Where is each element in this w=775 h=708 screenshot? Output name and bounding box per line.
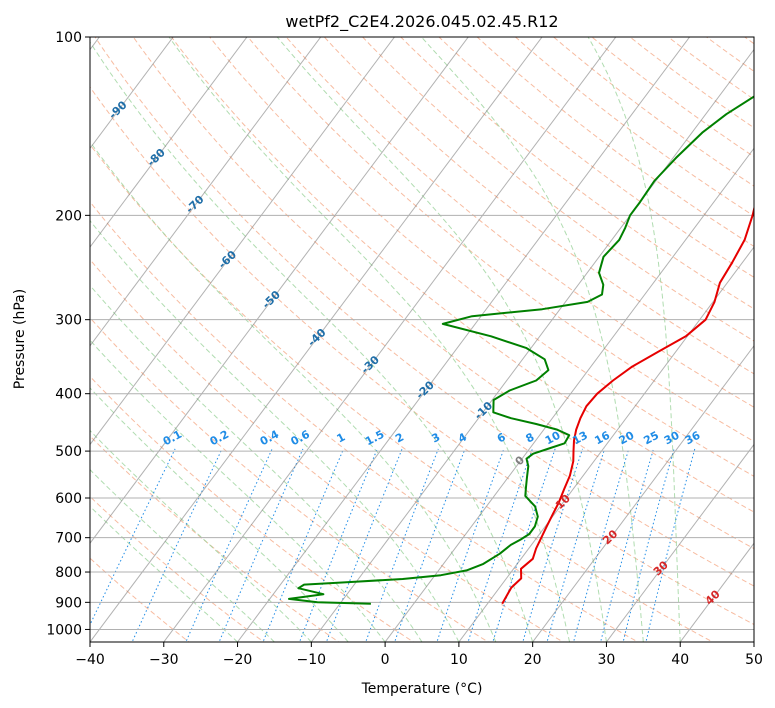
- isotherm-line: [90, 37, 174, 150]
- dry-adiabat-line: [90, 375, 415, 642]
- isotherm-line: [163, 37, 617, 642]
- x-tick-label: 50: [745, 652, 763, 668]
- moist-adiabat-line: [90, 41, 534, 642]
- chart-title: wetPf2_C2E4.2026.045.02.45.R12: [285, 12, 558, 32]
- y-tick-label: 1000: [46, 622, 82, 638]
- mixing-ratio-line: [600, 448, 654, 642]
- mixing-ratio-line: [325, 448, 403, 642]
- pressure-gridlines: [90, 37, 754, 630]
- mixing-ratio-label: 16: [592, 429, 612, 448]
- x-tick-label: −10: [297, 652, 327, 668]
- isotherm-line: [236, 37, 691, 642]
- y-tick-label: 300: [55, 313, 82, 329]
- moist-adiabat-line: [90, 140, 497, 642]
- mixing-ratio-lines: [90, 448, 696, 642]
- x-axis-label: Temperature (°C): [361, 681, 483, 697]
- dry-adiabat-line: [361, 37, 754, 342]
- dry-adiabat-line: [552, 37, 754, 187]
- y-axis-label: Pressure (hPa): [12, 289, 28, 389]
- mixing-ratio-line: [645, 448, 696, 642]
- moist-adiabat-line: [90, 219, 460, 642]
- isotherm-line: [90, 37, 322, 347]
- x-tick-label: 20: [524, 652, 542, 668]
- mixing-ratio-label: 25: [641, 429, 661, 448]
- dry-adiabat-line: [90, 495, 265, 642]
- dry-adiabat-line: [132, 37, 754, 550]
- mixing-ratio-label: 20: [617, 429, 637, 448]
- plot-frame: [89, 36, 755, 643]
- isotherms: [90, 37, 754, 642]
- mixing-ratio-line: [90, 448, 176, 626]
- mixing-ratio-line: [298, 448, 378, 642]
- y-tick-label: 800: [55, 565, 82, 581]
- y-tick-label: 600: [55, 491, 82, 507]
- y-axis: 1000 900 800 700 600 500 400 300 200 100: [46, 30, 90, 638]
- dry-adiabat-line: [90, 201, 639, 642]
- mixing-ratio-line: [573, 448, 630, 642]
- x-tick-label: 40: [671, 652, 689, 668]
- x-tick-label: 30: [598, 652, 616, 668]
- dewpoint-profile-line: [288, 95, 754, 605]
- dry-adiabat-line: [323, 37, 754, 375]
- moist-adiabat-line: [276, 37, 607, 642]
- isotherm-line: [532, 344, 754, 642]
- mixing-ratio-line: [262, 448, 344, 642]
- dry-adiabat-line: [285, 37, 754, 408]
- mixing-ratio-line: [218, 448, 304, 642]
- dry-adiabat-line: [90, 143, 714, 642]
- isotherm-line: [605, 443, 754, 642]
- mixing-ratio-line: [365, 448, 439, 642]
- y-tick-label: 500: [55, 444, 82, 460]
- isotherm-line: [90, 37, 469, 545]
- isotherm-line: [384, 147, 754, 642]
- y-tick-label: 200: [55, 208, 82, 224]
- mixing-ratio-line: [394, 448, 466, 642]
- mixing-ratio-label: 13: [570, 429, 590, 448]
- profile-series: [288, 95, 754, 605]
- mixing-ratio-label: 30: [662, 429, 682, 448]
- isotherm-line: [90, 37, 248, 248]
- dry-adiabat-line: [476, 37, 754, 248]
- dry-adiabat-line: [170, 37, 754, 513]
- x-tick-label: −30: [149, 652, 179, 668]
- moist-adiabat-line: [168, 37, 571, 642]
- moist-adiabat-line: [90, 468, 275, 642]
- y-tick-label: 900: [55, 595, 82, 611]
- moist-adiabat-line: [421, 37, 644, 642]
- mixing-ratio-label: 36: [683, 429, 703, 448]
- mixing-ratio-line: [622, 448, 675, 642]
- temperature-profile-line: [501, 204, 754, 605]
- y-tick-label: 700: [55, 531, 82, 547]
- y-tick-label: 100: [55, 30, 82, 46]
- isotherm-line: [90, 37, 543, 642]
- x-axis: −40 −30 −20 −10 0 10 20 30 40 50: [75, 642, 763, 668]
- x-tick-label: −20: [223, 652, 253, 668]
- dry-adiabat-line: [247, 37, 754, 442]
- mixing-ratio-label: 10: [543, 429, 563, 448]
- mixing-ratio-line: [436, 448, 505, 642]
- dry-adiabat-line: [591, 37, 754, 158]
- x-tick-label: 10: [450, 652, 468, 668]
- isotherm-line: [90, 37, 396, 446]
- x-tick-label: −40: [75, 652, 105, 668]
- dry-adiabat-line: [94, 37, 754, 587]
- dry-adiabat-line: [209, 37, 754, 477]
- x-tick-label: 0: [381, 652, 390, 668]
- y-tick-label: 400: [55, 387, 82, 403]
- moist-adiabat-line: [90, 284, 423, 642]
- isotherm-line: [458, 246, 754, 642]
- moist-adiabats: [90, 37, 681, 642]
- moist-adiabat-line: [90, 387, 349, 642]
- isotherm-line: [310, 48, 754, 642]
- dry-adiabat-line: [400, 37, 754, 310]
- moist-adiabat-line: [587, 37, 681, 642]
